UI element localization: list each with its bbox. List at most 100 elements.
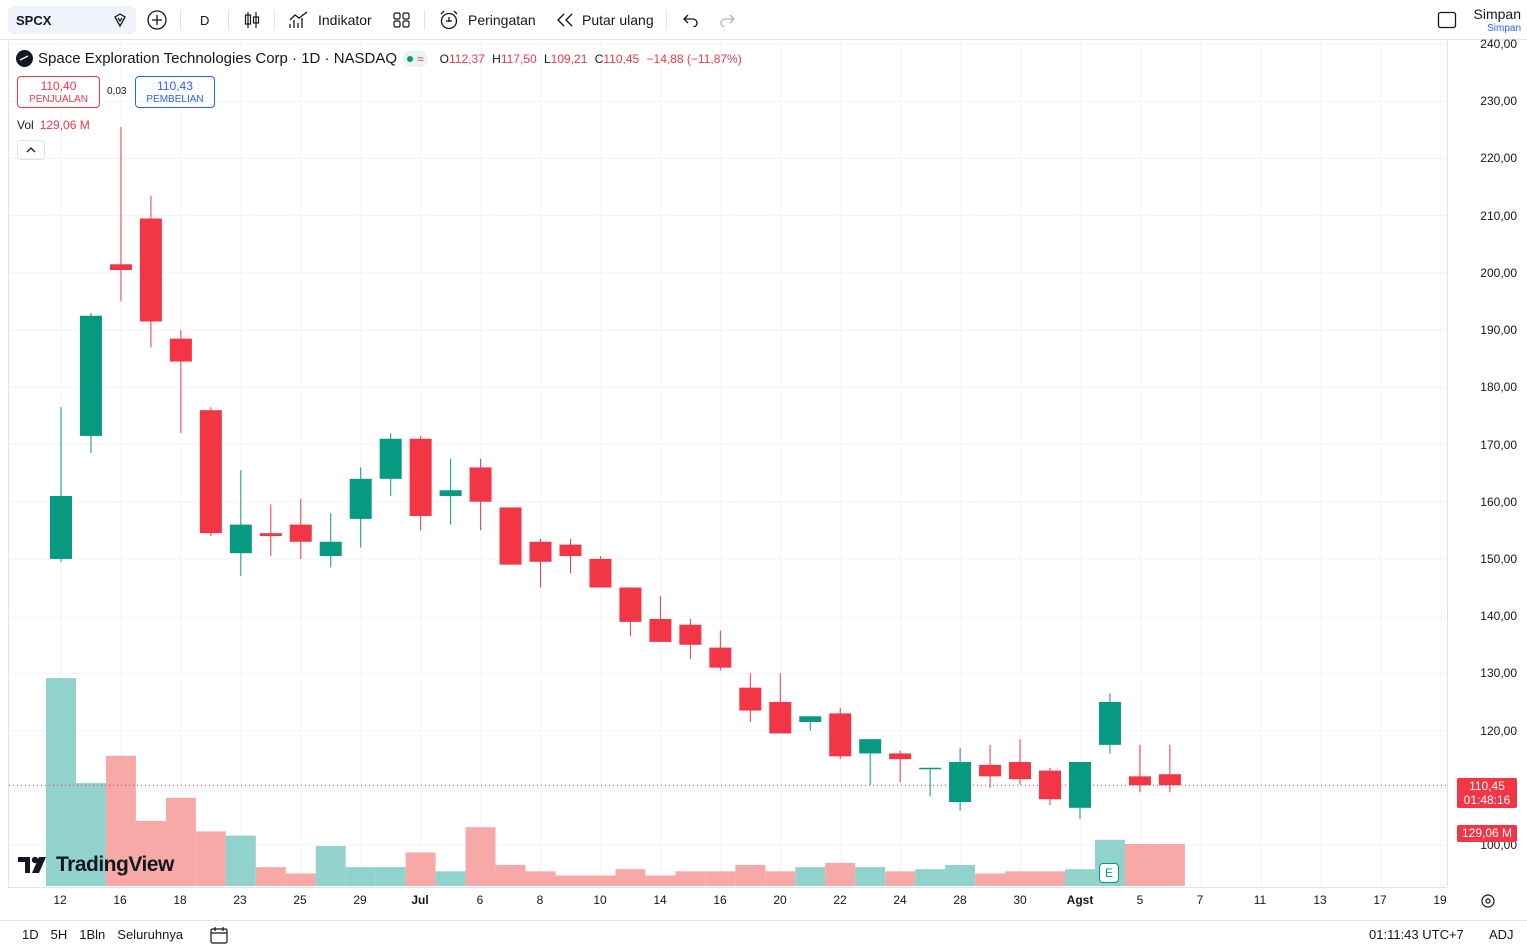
replay-label: Putar ulang [582,12,654,28]
candle-body[interactable] [1068,762,1091,808]
templates-button[interactable] [392,0,412,40]
ohlc-values: O112,37 H117,50 L109,21 C110,45 −14,88 (… [440,52,746,66]
candle-body[interactable] [79,315,102,436]
layout-button[interactable] [1437,0,1457,40]
volume-bar [735,865,766,886]
price-tick-label: 200,00 [1480,265,1517,280]
collapse-legend-button[interactable] [17,140,45,160]
candle-body[interactable] [439,490,462,496]
volume-bar [765,871,796,886]
range-button[interactable]: 1D [22,927,39,942]
undo-button[interactable] [682,0,700,40]
price-tick-label: 180,00 [1480,380,1517,395]
chevron-up-icon [26,145,36,156]
candle-body[interactable] [319,541,342,557]
volume-legend[interactable]: Vol 129,06 M [17,118,90,132]
chart-type-button[interactable] [242,0,262,40]
volume-bar [975,873,1006,886]
earnings-badge[interactable]: E [1099,863,1119,883]
candle-body[interactable] [739,687,762,711]
time-tick-label: 22 [833,893,847,907]
candle-body[interactable] [829,713,852,757]
candle-body[interactable] [259,533,282,537]
candle-body[interactable] [499,507,522,565]
candle-body[interactable] [1009,762,1032,780]
candle-body[interactable] [769,701,792,734]
time-tick-label: 10 [593,893,607,907]
alert-button[interactable]: Peringatan [438,0,536,40]
candle-body[interactable] [559,544,582,557]
candle-body[interactable] [1039,770,1062,800]
price-scale[interactable] [1447,41,1527,887]
close-label: C [594,51,604,66]
volume-bar [675,871,706,886]
candle-body[interactable] [229,524,252,554]
time-tick-label: 12 [53,893,67,907]
watchlist-icon[interactable] [112,12,128,28]
compare-add-button[interactable] [146,0,168,40]
time-tick-label: 16 [713,893,727,907]
volume-bar [255,867,286,886]
candle-body[interactable] [199,410,222,534]
tradingview-mark-icon [18,856,50,874]
candle-body[interactable] [289,524,312,542]
close-value: 110,45 [603,51,640,66]
candle-body[interactable] [469,467,492,502]
price-tick-label: 140,00 [1480,609,1517,624]
redo-button[interactable] [718,0,736,40]
volume-bar [225,835,256,886]
buy-button[interactable]: 110,43 PEMBELIAN [135,76,215,108]
indicators-button[interactable]: Indikator [288,0,372,40]
save-button[interactable]: Simpan Simpan [1474,6,1521,34]
chart-canvas[interactable] [9,41,1448,887]
candle-body[interactable] [1128,776,1151,786]
sell-label: PENJUALAN [29,94,88,105]
time-tick-label: 6 [476,893,484,907]
time-tick-label: 24 [893,893,907,907]
candle-body[interactable] [529,541,552,562]
time-scale[interactable] [8,887,1447,915]
volume-bar [405,852,436,886]
clock-time[interactable]: 01:11:43 UTC+7 [1369,927,1464,942]
tradingview-logo[interactable]: TradingView [18,853,174,877]
scale-settings-icon[interactable] [1480,893,1496,914]
candle-body[interactable] [409,438,432,517]
candle-body[interactable] [799,716,822,722]
candle-body[interactable] [1098,701,1121,745]
price-tick-label: 130,00 [1480,666,1517,681]
candle-body[interactable] [889,753,912,760]
candle-body[interactable] [649,619,672,642]
price-tick-label: 160,00 [1480,494,1517,509]
candle-body[interactable] [139,218,162,322]
candle-body[interactable] [679,624,702,645]
candle-body[interactable] [859,739,882,754]
candle-body[interactable] [979,764,1002,777]
candle-body[interactable] [349,478,372,519]
candle-body[interactable] [949,762,972,803]
candle-body[interactable] [619,587,642,622]
time-tick-label: 30 [1013,893,1027,907]
range-button[interactable]: 5H [50,927,68,942]
candle-body[interactable] [709,647,732,668]
sell-button[interactable]: 110,40 PENJUALAN [17,76,100,108]
indicators-label: Indikator [318,12,372,28]
replay-button[interactable]: Putar ulang [556,0,654,40]
adjustment-toggle[interactable]: ADJ [1489,927,1514,942]
candle-body[interactable] [50,495,72,559]
candle-body[interactable] [109,264,132,270]
candle-body[interactable] [379,438,402,479]
range-button[interactable]: 1Bln [79,927,106,942]
candle-body[interactable] [1158,774,1181,786]
candle-body[interactable] [919,767,942,770]
candle-body[interactable] [169,338,192,362]
date-range-icon[interactable] [209,926,229,944]
range-button[interactable]: Seluruhnya [117,927,184,942]
symbol-search-button[interactable]: SPCX [8,6,136,34]
time-tick-label: Jul [411,893,429,907]
undo-icon [682,13,700,27]
candle-body[interactable] [589,558,612,588]
chart-pane[interactable] [8,41,1448,887]
chart-title[interactable]: Space Exploration Technologies Corp · 1D… [38,50,398,67]
market-status-badge[interactable]: ≈ [403,50,428,67]
interval-button[interactable]: D [200,0,209,40]
